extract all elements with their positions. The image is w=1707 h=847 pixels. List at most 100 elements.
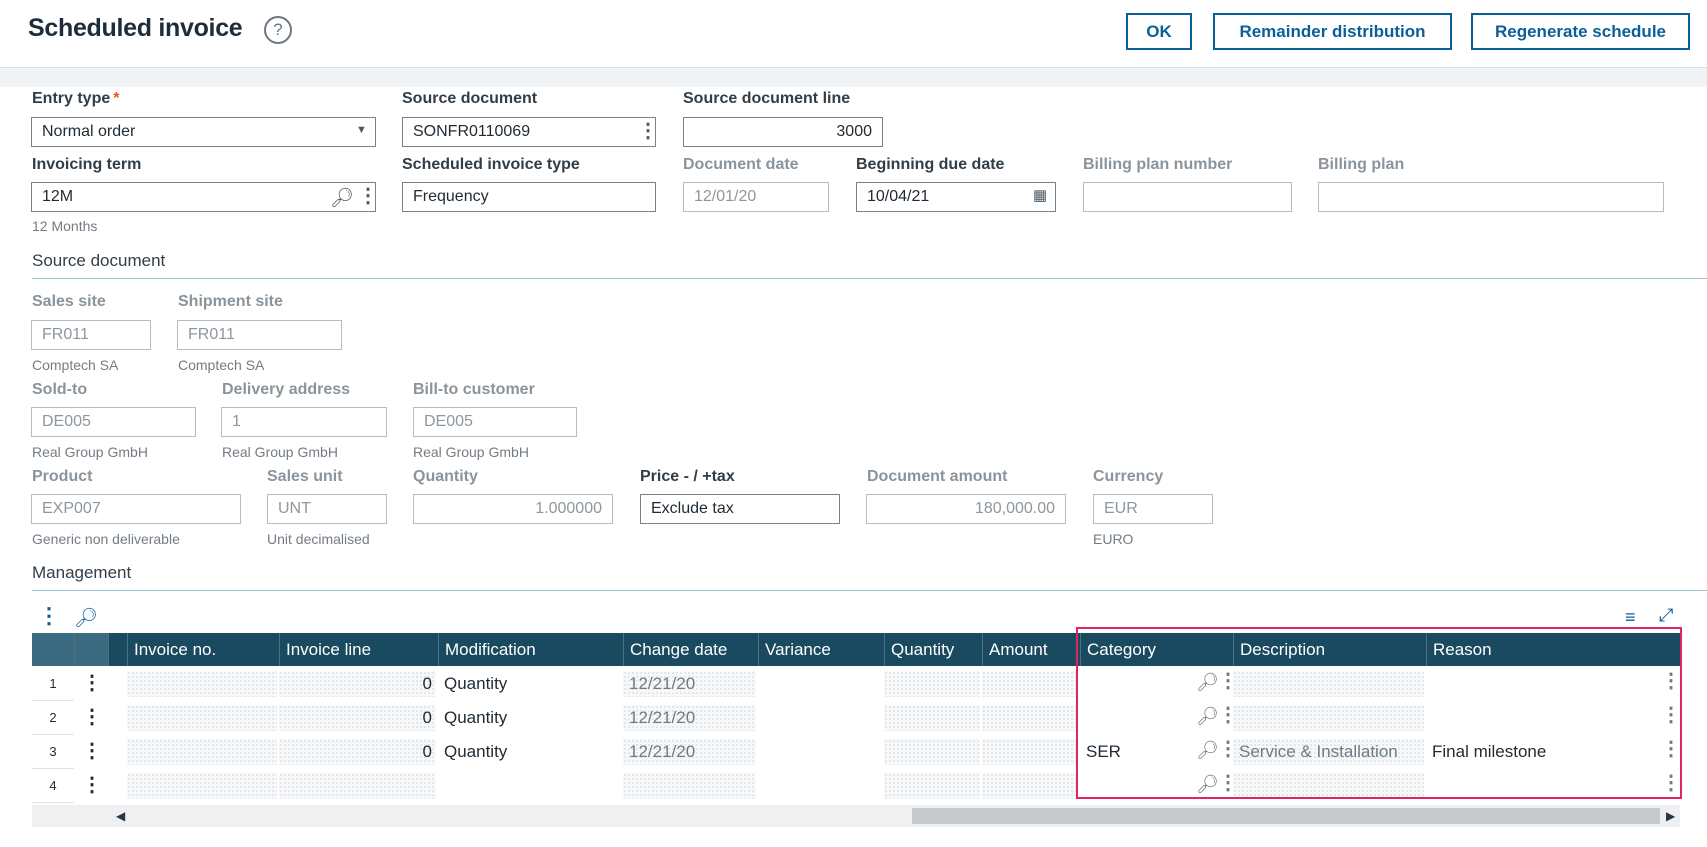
expand-icon[interactable]: ⤢ bbox=[1659, 605, 1674, 625]
invoice-line-cell[interactable] bbox=[279, 773, 436, 799]
change-date-cell[interactable]: 12/21/20 bbox=[623, 671, 756, 697]
column-header-change-date[interactable]: Change date bbox=[623, 633, 758, 666]
category-cell[interactable] bbox=[1080, 773, 1190, 799]
column-header-variance[interactable]: Variance bbox=[758, 633, 884, 666]
search-icon[interactable]: 🔎︎ bbox=[330, 188, 355, 209]
scroll-right-icon[interactable]: ▶ bbox=[1666, 809, 1676, 823]
price-tax-field[interactable]: Exclude tax bbox=[640, 494, 840, 524]
quantity-cell[interactable] bbox=[884, 671, 980, 697]
more-options-icon[interactable]: ⋮ bbox=[1661, 670, 1681, 692]
quantity-cell[interactable] bbox=[884, 705, 980, 731]
modification-cell[interactable]: Quantity bbox=[444, 708, 508, 727]
scheduled-invoice-type-field[interactable]: Frequency bbox=[402, 182, 656, 212]
table-row[interactable]: 2 ⋮ 0 Quantity 12/21/20 🔎︎ ⋮ ⋮ bbox=[32, 701, 1681, 735]
variance-cell[interactable] bbox=[758, 739, 882, 765]
more-options-icon[interactable]: ⋮ bbox=[1661, 704, 1681, 726]
search-icon[interactable]: 🔎︎ bbox=[74, 608, 99, 629]
amount-cell[interactable] bbox=[982, 739, 1078, 765]
reason-cell[interactable]: Final milestone bbox=[1432, 742, 1547, 761]
variance-cell[interactable] bbox=[758, 671, 882, 697]
chevron-down-icon[interactable]: ▼ bbox=[356, 124, 367, 136]
scroll-left-icon[interactable]: ◀ bbox=[116, 809, 126, 823]
source-document-line-field[interactable]: 3000 bbox=[683, 117, 883, 147]
layers-icon[interactable]: ≡ bbox=[1625, 607, 1636, 627]
category-cell[interactable]: SER bbox=[1086, 742, 1121, 761]
help-icon[interactable]: ? bbox=[264, 16, 292, 44]
search-icon[interactable]: 🔎︎ bbox=[1196, 672, 1219, 692]
calendar-icon[interactable]: ▦ bbox=[1033, 187, 1048, 204]
column-header-description[interactable]: Description bbox=[1233, 633, 1426, 666]
invoicing-term-field[interactable]: 12M bbox=[31, 182, 376, 212]
row-menu-icon[interactable]: ⋮ bbox=[82, 706, 102, 728]
more-options-icon[interactable]: ⋮ bbox=[1661, 772, 1681, 794]
column-header-amount[interactable]: Amount bbox=[982, 633, 1080, 666]
horizontal-scrollbar[interactable]: ◀ ▶ bbox=[32, 805, 1680, 827]
reason-cell[interactable] bbox=[1426, 773, 1646, 799]
column-header-reason[interactable]: Reason bbox=[1426, 633, 1680, 666]
column-header-invoice-line[interactable]: Invoice line bbox=[279, 633, 438, 666]
search-icon[interactable]: 🔎︎ bbox=[1196, 774, 1219, 794]
search-icon[interactable]: 🔎︎ bbox=[1196, 740, 1219, 760]
description-cell[interactable]: Service & Installation bbox=[1233, 739, 1424, 765]
required-mark: * bbox=[113, 90, 120, 107]
more-options-icon[interactable]: ⋮ bbox=[1661, 738, 1681, 760]
more-options-icon[interactable]: ⋮ bbox=[638, 120, 658, 142]
invoice-line-cell[interactable]: 0 bbox=[279, 671, 436, 697]
modification-cell[interactable] bbox=[438, 773, 621, 799]
column-header-category[interactable]: Category bbox=[1080, 633, 1233, 666]
column-header-invoice-no[interactable]: Invoice no. bbox=[127, 633, 279, 666]
invoice-no-cell[interactable] bbox=[127, 739, 277, 765]
section-divider bbox=[32, 590, 1707, 591]
reason-cell[interactable] bbox=[1426, 671, 1646, 697]
table-row[interactable]: 1 ⋮ 0 Quantity 12/21/20 🔎︎ ⋮ ⋮ bbox=[32, 667, 1681, 701]
currency-label: Currency bbox=[1093, 468, 1164, 485]
regenerate-schedule-button[interactable]: Regenerate schedule bbox=[1471, 13, 1690, 50]
row-menu-icon[interactable]: ⋮ bbox=[82, 672, 102, 694]
grid-actions-icon[interactable]: ⋮ bbox=[38, 603, 60, 628]
description-cell[interactable] bbox=[1233, 705, 1424, 731]
change-date-cell[interactable]: 12/21/20 bbox=[623, 705, 756, 731]
quantity-cell[interactable] bbox=[884, 739, 980, 765]
product-field: EXP007 bbox=[31, 494, 241, 524]
category-cell[interactable] bbox=[1080, 671, 1190, 697]
amount-cell[interactable] bbox=[982, 773, 1078, 799]
scrollbar-thumb[interactable] bbox=[912, 808, 1660, 824]
variance-cell[interactable] bbox=[758, 705, 882, 731]
variance-cell[interactable] bbox=[758, 773, 882, 799]
invoice-line-cell[interactable]: 0 bbox=[279, 739, 436, 765]
document-date-label: Document date bbox=[683, 156, 799, 173]
change-date-cell[interactable]: 12/21/20 bbox=[623, 739, 756, 765]
description-cell[interactable] bbox=[1233, 773, 1424, 799]
invoice-line-cell[interactable]: 0 bbox=[279, 705, 436, 731]
source-document-field[interactable]: SONFR0110069 bbox=[402, 117, 656, 147]
row-menu-icon[interactable]: ⋮ bbox=[82, 740, 102, 762]
invoice-no-cell[interactable] bbox=[127, 705, 277, 731]
table-row[interactable]: 3 ⋮ 0 Quantity 12/21/20 SER 🔎︎ ⋮ Service… bbox=[32, 735, 1681, 769]
section-divider bbox=[32, 278, 1707, 279]
row-menu-icon[interactable]: ⋮ bbox=[82, 774, 102, 796]
billing-plan-number-label: Billing plan number bbox=[1083, 156, 1233, 173]
description-cell[interactable] bbox=[1233, 671, 1424, 697]
column-header-modification[interactable]: Modification bbox=[438, 633, 623, 666]
table-row[interactable]: 4 ⋮ 🔎︎ ⋮ ⋮ bbox=[32, 769, 1681, 803]
reason-cell[interactable] bbox=[1426, 705, 1646, 731]
change-date-cell[interactable] bbox=[623, 773, 756, 799]
column-header-quantity[interactable]: Quantity bbox=[884, 633, 982, 666]
modification-cell[interactable]: Quantity bbox=[444, 742, 508, 761]
invoice-no-cell[interactable] bbox=[127, 671, 277, 697]
remainder-distribution-button[interactable]: Remainder distribution bbox=[1213, 13, 1452, 50]
entry-type-select[interactable]: Normal order bbox=[31, 117, 376, 147]
amount-cell[interactable] bbox=[982, 705, 1078, 731]
invoice-no-cell[interactable] bbox=[127, 773, 277, 799]
modification-cell[interactable]: Quantity bbox=[444, 674, 508, 693]
ok-button[interactable]: OK bbox=[1126, 13, 1192, 50]
column-spacer bbox=[108, 633, 120, 666]
amount-cell[interactable] bbox=[982, 671, 1078, 697]
more-options-icon[interactable]: ⋮ bbox=[358, 185, 378, 207]
search-icon[interactable]: 🔎︎ bbox=[1196, 706, 1219, 726]
quantity-cell[interactable] bbox=[884, 773, 980, 799]
document-amount-field: 180,000.00 bbox=[866, 494, 1066, 524]
quantity-field: 1.000000 bbox=[413, 494, 613, 524]
category-cell[interactable] bbox=[1080, 705, 1190, 731]
beginning-due-date-field[interactable]: 10/04/21 bbox=[856, 182, 1056, 212]
